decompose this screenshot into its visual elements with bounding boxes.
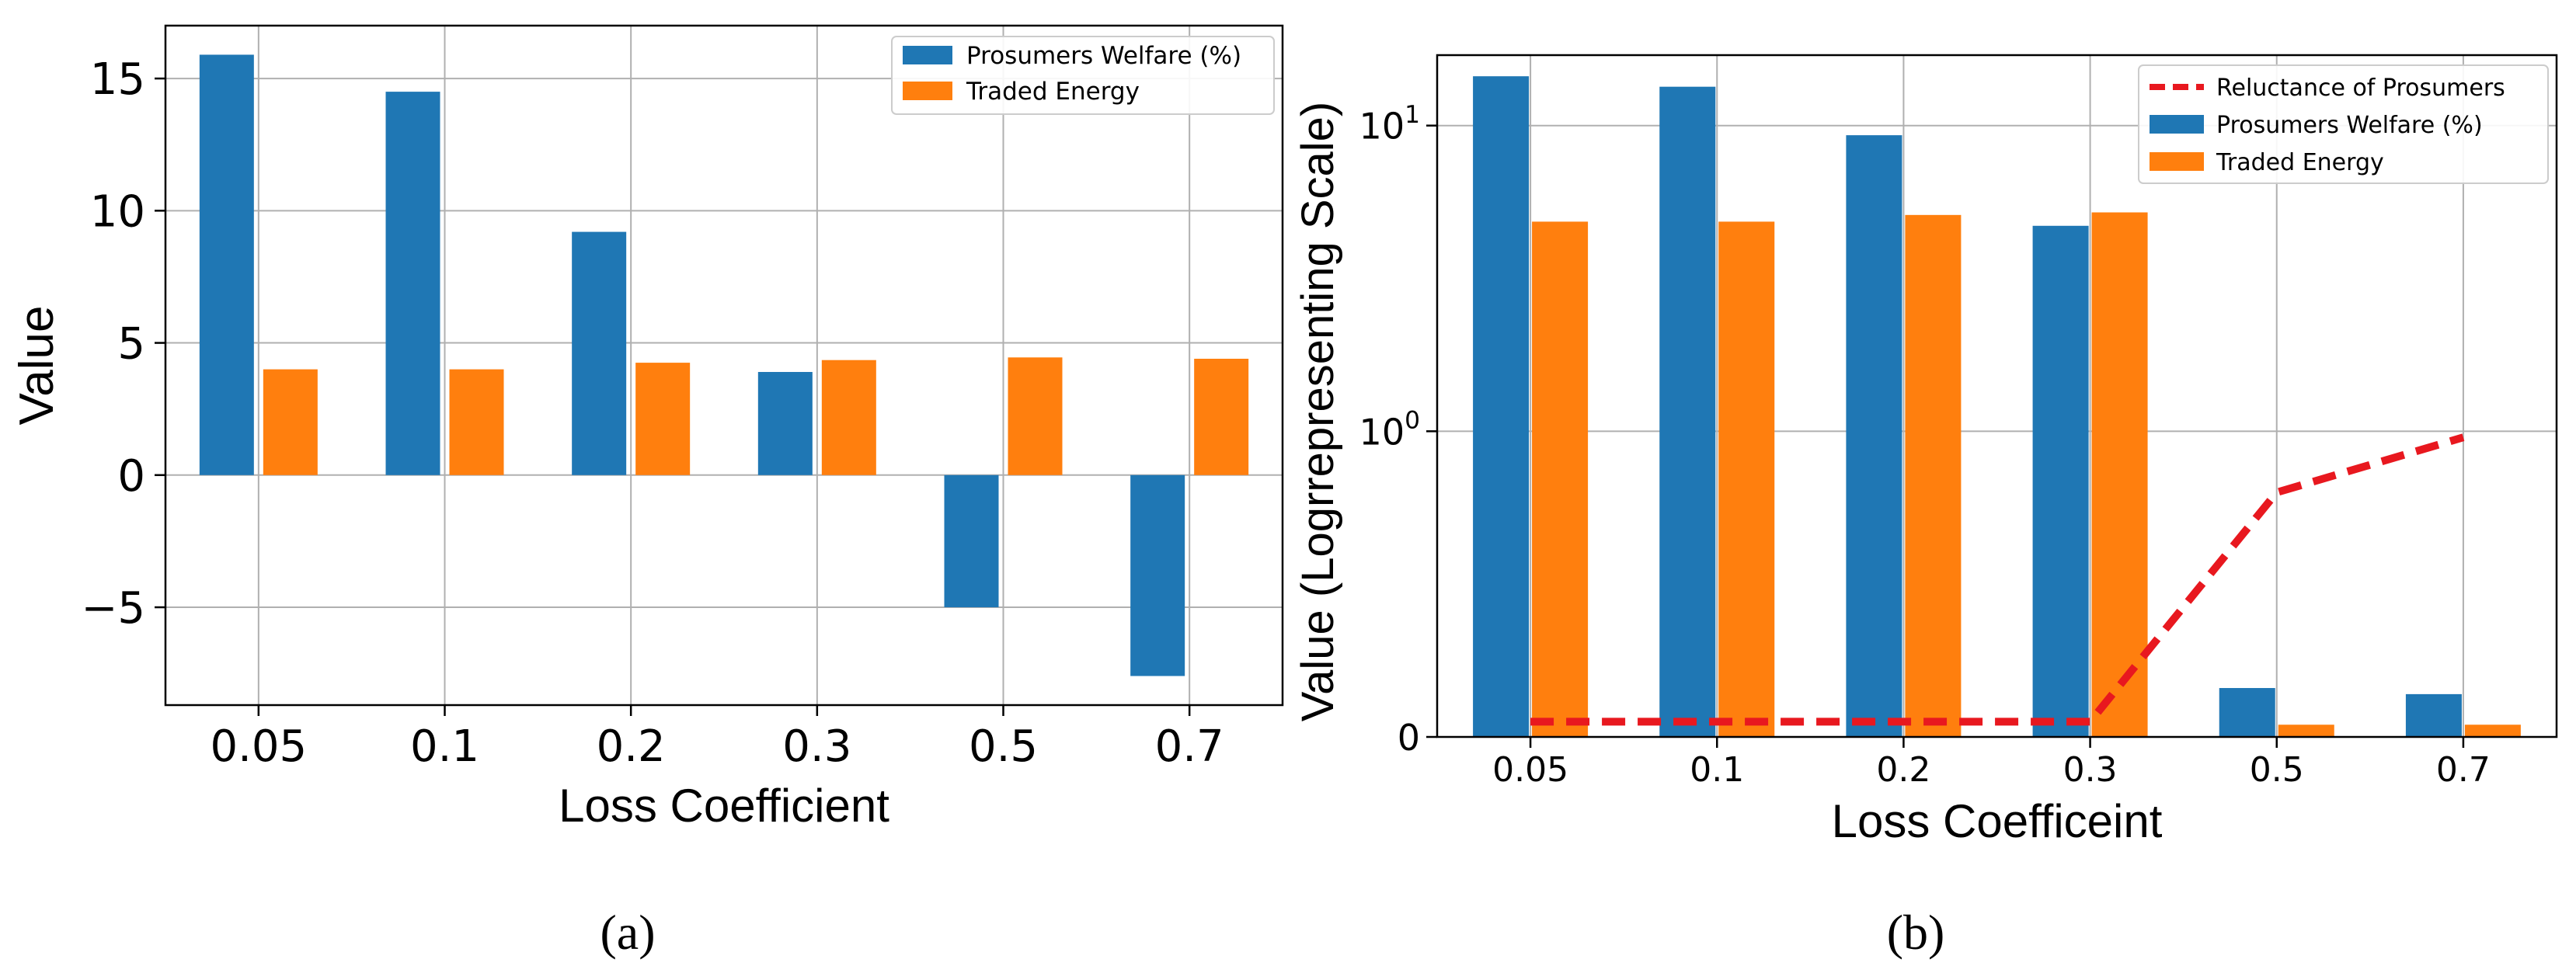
x-tick-label: 0.7 xyxy=(1155,721,1224,772)
x-tick-label: 0.7 xyxy=(2436,750,2491,790)
chart-a-bars xyxy=(199,54,1249,676)
x-tick-label: 0.5 xyxy=(2250,750,2304,790)
chart-panel-b: 0 100 101 0.05 0.1 0.2 0.3 0.5 0.7 Loss Coeffice… xyxy=(1293,54,2558,960)
chart-a-frame xyxy=(164,24,1284,707)
bar-prosumers-welfare-0-1 xyxy=(385,92,440,475)
bar-traded-energy-0-7 xyxy=(2464,725,2521,737)
bar-traded-energy-0-5 xyxy=(1008,357,1063,475)
legend-box xyxy=(891,36,1275,115)
x-tick-label: 0.05 xyxy=(1492,750,1568,790)
y-tick-label: 101 xyxy=(1359,101,1420,148)
chart-a-legend: Prosumers Welfare (%) Traded Energy xyxy=(891,36,1275,115)
chart-b-panel-label: (b) xyxy=(1887,905,1945,960)
x-tick-label: 0.1 xyxy=(1690,750,1744,790)
bar-traded-energy-0-05 xyxy=(1532,221,1589,737)
bar-prosumers-welfare-0-2 xyxy=(572,231,627,475)
chart-a-ticks: −5 0 5 10 15 0.05 0.1 0.2 0.3 0.5 0.7 xyxy=(81,54,1224,772)
chart-panel-a: −5 0 5 10 15 0.05 0.1 0.2 0.3 0.5 0.7 Loss Coeffic… xyxy=(10,24,1284,960)
legend-label: Traded Energy xyxy=(2216,149,2384,176)
y-tick-label: 100 xyxy=(1359,407,1420,453)
bar-prosumers-welfare-0-3 xyxy=(757,372,813,475)
y-tick-label: −5 xyxy=(81,583,145,634)
y-tick-label: 0 xyxy=(117,451,145,502)
bar-traded-energy-0-2 xyxy=(635,363,691,475)
x-tick-label: 0.3 xyxy=(2063,750,2118,790)
y-tick-label: 15 xyxy=(90,54,145,105)
legend-swatch-traded-energy xyxy=(903,82,952,100)
chart-b-bars xyxy=(1473,76,2521,738)
x-tick-label: 0.05 xyxy=(210,721,307,772)
chart-b-frame xyxy=(1436,54,2558,738)
bar-prosumers-welfare-0-1 xyxy=(1659,86,1716,737)
bar-traded-energy-0-3 xyxy=(2091,212,2148,737)
chart-b-ticks: 0 100 101 0.05 0.1 0.2 0.3 0.5 0.7 xyxy=(1359,101,2491,790)
bar-prosumers-welfare-0-7 xyxy=(2405,693,2462,737)
legend-label: Traded Energy xyxy=(966,78,1140,106)
chart-b-x-axis-label: Loss Coefficeint xyxy=(1832,795,2163,847)
chart-a-x-axis-label: Loss Coefficient xyxy=(559,780,889,832)
legend-label: Prosumers Welfare (%) xyxy=(966,42,1241,70)
bar-prosumers-welfare-0-05 xyxy=(1473,76,1530,738)
bar-prosumers-welfare-0-3 xyxy=(2032,225,2089,737)
chart-a-panel-label: (a) xyxy=(600,905,655,960)
y-tick-label: 5 xyxy=(117,319,145,370)
bar-prosumers-welfare-0-2 xyxy=(1846,135,1902,738)
x-tick-label: 0.2 xyxy=(1876,750,1930,790)
chart-b-y-axis-label: Value (Logrrepresenting Scale) xyxy=(1293,102,1343,722)
legend-box xyxy=(2138,64,2549,184)
bar-traded-energy-0-3 xyxy=(821,360,876,475)
bar-traded-energy-0-1 xyxy=(449,369,504,475)
legend-swatch-prosumers-welfare xyxy=(2150,115,2204,134)
bar-traded-energy-0-2 xyxy=(1905,214,1962,738)
legend-swatch-prosumers-welfare xyxy=(903,46,952,64)
x-tick-label: 0.2 xyxy=(597,721,666,772)
legend-label: Reluctance of Prosumers xyxy=(2216,75,2505,102)
bar-traded-energy-0-7 xyxy=(1194,358,1249,475)
chart-b-reluctance-line xyxy=(1530,433,2465,726)
y-tick-label: 10 xyxy=(90,186,145,237)
bar-prosumers-welfare-0-5 xyxy=(944,474,999,608)
x-tick-label: 0.3 xyxy=(782,721,851,772)
bar-traded-energy-0-5 xyxy=(2278,725,2334,737)
bar-prosumers-welfare-0-05 xyxy=(199,54,254,475)
bar-prosumers-welfare-0-5 xyxy=(2219,688,2275,737)
bar-prosumers-welfare-0-7 xyxy=(1130,474,1185,676)
bar-traded-energy-0-05 xyxy=(263,369,318,475)
y-tick-label: 0 xyxy=(1398,717,1420,759)
legend-label: Prosumers Welfare (%) xyxy=(2216,112,2483,139)
chart-b-legend: Reluctance of Prosumers Prosumers Welfare… xyxy=(2138,64,2549,184)
bar-traded-energy-0-1 xyxy=(1718,221,1775,737)
chart-a-grid xyxy=(165,26,1283,705)
x-tick-label: 0.5 xyxy=(969,721,1038,772)
chart-a-y-axis-label: Value xyxy=(10,306,64,426)
x-tick-label: 0.1 xyxy=(410,721,479,772)
legend-swatch-traded-energy xyxy=(2150,152,2204,171)
